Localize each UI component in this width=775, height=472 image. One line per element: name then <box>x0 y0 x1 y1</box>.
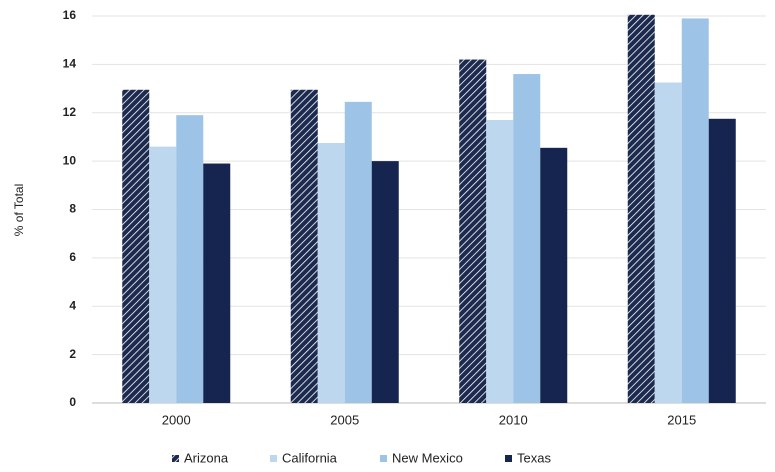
x-tick-label: 2010 <box>499 412 528 427</box>
legend-swatch <box>172 455 179 462</box>
x-tick-label: 2005 <box>330 412 359 427</box>
legend-swatch <box>380 455 387 462</box>
y-tick-label: 4 <box>69 298 76 312</box>
legend-swatch <box>505 455 512 462</box>
bar <box>176 115 204 403</box>
legend-label: Arizona <box>184 450 229 465</box>
y-tick-label: 6 <box>69 250 76 264</box>
legend-label: New Mexico <box>392 450 463 465</box>
y-tick-label: 2 <box>69 347 76 361</box>
bar <box>459 59 487 403</box>
bar <box>317 142 345 403</box>
bar <box>344 101 372 403</box>
x-tick-label: 2015 <box>667 412 696 427</box>
bar <box>654 82 682 403</box>
bar <box>149 146 177 404</box>
x-tick-label: 2000 <box>162 412 191 427</box>
y-tick-label: 10 <box>63 153 77 167</box>
legend-label: Texas <box>517 450 551 465</box>
bar <box>486 120 514 403</box>
y-tick-label: 16 <box>63 8 77 22</box>
legend-label: California <box>282 450 338 465</box>
bar <box>290 89 318 403</box>
bar <box>513 74 541 404</box>
bar <box>122 89 150 403</box>
bar <box>540 147 568 403</box>
bar <box>708 118 736 403</box>
y-tick-label: 8 <box>69 202 76 216</box>
bar <box>203 163 231 403</box>
bar <box>371 161 399 403</box>
y-tick-label: 14 <box>63 57 77 71</box>
legend-swatch <box>270 455 277 462</box>
y-tick-label: 12 <box>63 105 77 119</box>
bar <box>681 18 709 403</box>
bar <box>627 14 655 404</box>
y-axis-title: % of Total <box>12 184 26 236</box>
y-tick-label: 0 <box>69 395 76 409</box>
